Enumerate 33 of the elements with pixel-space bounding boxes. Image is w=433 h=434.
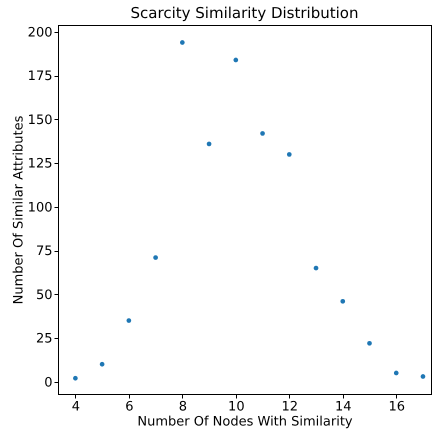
point	[73, 376, 78, 381]
y-tick-label: 175	[28, 69, 52, 84]
y-axis-title: Number Of Similar Attributes	[12, 115, 27, 304]
point	[100, 362, 104, 367]
x-tick-label: 14	[334, 400, 352, 414]
y-tick-label: 25	[36, 332, 52, 347]
y-tick-label: 200	[28, 25, 52, 40]
x-tick-label: 10	[228, 400, 245, 414]
point	[286, 152, 292, 157]
x-tick-label: 8	[178, 400, 187, 414]
point	[126, 318, 132, 323]
y-tick-label: 100	[28, 200, 52, 216]
point	[206, 142, 212, 146]
point	[180, 40, 185, 45]
point	[314, 266, 318, 270]
x-tick-label: 12	[282, 400, 298, 414]
point	[153, 255, 158, 260]
x-tick-label: 4	[72, 400, 80, 414]
x-tick-label: 16	[388, 400, 406, 414]
point	[260, 131, 265, 136]
y-tick-label: 125	[28, 156, 52, 172]
x-tick-label: 6	[125, 400, 134, 414]
y-tick-label: 150	[28, 112, 52, 128]
point	[420, 374, 426, 379]
point	[367, 340, 372, 346]
y-tick-label: 50	[36, 288, 52, 303]
chart-title: Scarcity Similarity Distribution	[130, 4, 358, 22]
y-tick-label: 0	[44, 375, 52, 390]
x-axis-title: Number Of Nodes With Similarity	[137, 414, 353, 430]
point	[340, 298, 346, 304]
y-tick-label: 75	[36, 244, 52, 260]
point	[233, 58, 238, 62]
point	[394, 370, 399, 376]
